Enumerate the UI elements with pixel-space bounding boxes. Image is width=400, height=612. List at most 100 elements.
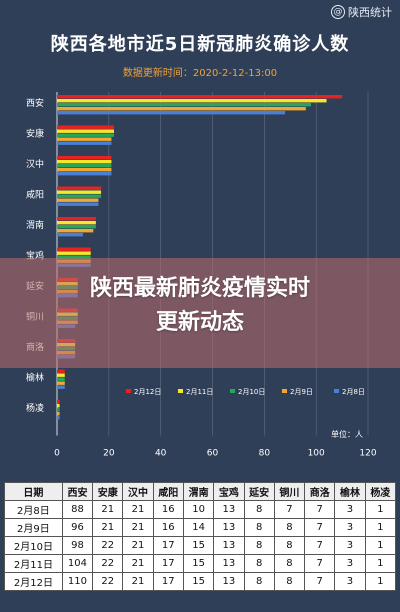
bar: [57, 251, 91, 255]
table-cell: 15: [182, 536, 215, 555]
table-cell: 1: [364, 536, 397, 555]
bar: [57, 202, 99, 206]
bar: [57, 381, 65, 385]
bar: [57, 164, 112, 168]
table-cell: 3: [334, 572, 366, 591]
bar: [57, 373, 65, 377]
table-cell: 15: [182, 572, 215, 591]
bar: [57, 229, 94, 233]
bar: [57, 141, 112, 145]
table-cell: 7: [304, 554, 336, 573]
table-cell: 8: [273, 518, 306, 537]
table-cell: 110: [61, 572, 94, 591]
table-header-cell: 榆林: [334, 482, 366, 501]
table-header-cell: 商洛: [304, 482, 336, 501]
legend-label: 2月10日: [238, 388, 265, 396]
table-cell: 17: [152, 572, 184, 591]
brand-name: 陕西统计: [348, 6, 392, 19]
table-cell: 2月10日: [4, 536, 63, 555]
table-header-cell: 杨凌: [364, 482, 397, 501]
bar: [57, 160, 112, 164]
table-cell: 8: [243, 536, 275, 555]
table-cell: 98: [61, 536, 94, 555]
table-header-cell: 日期: [4, 482, 63, 501]
bar: [57, 247, 91, 251]
table-cell: 3: [334, 536, 366, 555]
table-cell: 2月9日: [4, 518, 63, 537]
weibo-at-icon: @: [331, 5, 345, 19]
x-tick-label: 100: [308, 449, 325, 459]
bar: [57, 221, 96, 225]
table-row: 2月9日 96 21 21 16 14 13 8 8 7 3 1: [4, 518, 397, 537]
table-header-cell: 宝鸡: [213, 482, 245, 501]
bar: [57, 99, 327, 103]
bar: [57, 190, 102, 194]
table-header-cell: 西安: [61, 482, 94, 501]
table-cell: 14: [182, 518, 215, 537]
table-cell: 22: [92, 536, 124, 555]
bar: [57, 416, 60, 420]
table-cell: 21: [92, 500, 124, 519]
table-cell: 21: [122, 572, 154, 591]
table-header-cell: 渭南: [182, 482, 215, 501]
table-cell: 21: [122, 554, 154, 573]
bar: [57, 194, 102, 198]
bar: [57, 137, 112, 141]
legend-swatch: [126, 389, 131, 393]
table-header-cell: 延安: [243, 482, 275, 501]
table-cell: 1: [364, 500, 397, 519]
unit-label: 单位：人: [331, 430, 363, 439]
bar: [57, 156, 112, 160]
bar: [57, 369, 65, 373]
table-cell: 7: [273, 500, 306, 519]
table-cell: 1: [364, 572, 397, 591]
table-cell: 10: [182, 500, 215, 519]
table-cell: 1: [364, 554, 397, 573]
brand-watermark: @ 陕西统计: [331, 4, 392, 20]
legend-swatch: [230, 389, 235, 393]
bar: [57, 198, 99, 202]
table-cell: 3: [334, 554, 366, 573]
table-cell: 22: [92, 554, 124, 573]
table-cell: 8: [273, 554, 306, 573]
x-tick-label: 80: [259, 449, 271, 459]
banner-line-1: 陕西最新肺炎疫情实时: [89, 276, 310, 301]
table-row: 2月8日 88 21 21 16 10 13 8 7 7 3 1: [4, 500, 397, 519]
table-cell: 3: [334, 500, 366, 519]
table-cell: 7: [304, 518, 336, 537]
chart-title: 陕西各地市近5日新冠肺炎确诊人数: [50, 34, 350, 55]
bar: [57, 233, 83, 237]
table-header-cell: 汉中: [122, 482, 154, 501]
table-row: 2月11日 104 22 21 17 15 13 8 8 7 3 1: [4, 554, 397, 573]
category-label: 汉中: [26, 158, 44, 170]
table-cell: 7: [304, 536, 336, 555]
table-cell: 17: [152, 554, 184, 573]
table-cell: 2月11日: [4, 554, 63, 573]
bar: [57, 400, 60, 404]
bar: [57, 129, 115, 133]
table-cell: 21: [122, 536, 154, 555]
table-cell: 21: [122, 500, 154, 519]
category-label: 杨凌: [26, 402, 44, 414]
table-cell: 7: [304, 500, 336, 519]
table-cell: 15: [182, 554, 215, 573]
legend-swatch: [282, 389, 287, 393]
table-header-cell: 咸阳: [152, 482, 184, 501]
legend-label: 2月12日: [134, 388, 161, 396]
bar: [57, 217, 96, 221]
bar: [57, 225, 96, 229]
bar: [57, 404, 60, 408]
table-cell: 21: [92, 518, 124, 537]
table-cell: 21: [122, 518, 154, 537]
bar: [57, 168, 112, 172]
bar: [57, 133, 115, 137]
x-tick-label: 20: [103, 449, 115, 459]
bar: [57, 103, 311, 107]
bar: [57, 385, 65, 389]
bar: [57, 95, 343, 99]
table-cell: 2月8日: [4, 500, 63, 519]
table-cell: 13: [213, 572, 245, 591]
table-cell: 88: [61, 500, 94, 519]
legend-label: 2月8日: [342, 388, 365, 396]
bar: [57, 408, 60, 412]
